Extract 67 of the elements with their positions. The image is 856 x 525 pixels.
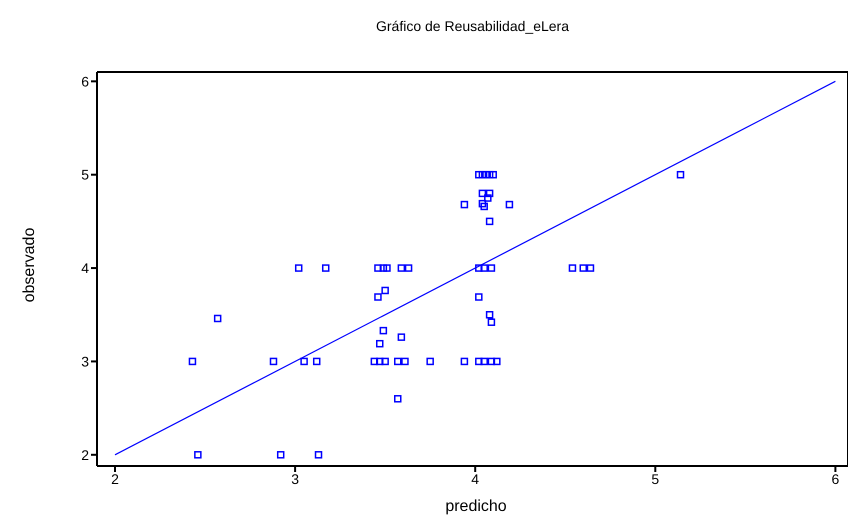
y-tick-label: 5 [81, 166, 90, 183]
point [374, 264, 382, 272]
y-tick-label: 2 [81, 446, 90, 463]
point [398, 264, 406, 272]
point [314, 451, 322, 459]
point [478, 200, 486, 208]
point [376, 358, 384, 366]
point [486, 170, 494, 178]
point [580, 264, 588, 272]
x-axis-title: predicho [444, 498, 508, 516]
x-tick-label: 4 [471, 470, 480, 487]
point [460, 358, 468, 366]
point [380, 326, 388, 334]
point [480, 264, 488, 272]
point [493, 358, 501, 366]
point [478, 170, 486, 178]
point [374, 293, 382, 301]
point [486, 311, 494, 318]
point [383, 264, 391, 272]
point [404, 264, 412, 272]
point [270, 358, 278, 366]
point [294, 264, 302, 272]
point [300, 358, 308, 366]
point [475, 170, 483, 178]
point [322, 264, 330, 272]
point [460, 200, 468, 208]
point [394, 358, 402, 366]
point [484, 194, 492, 202]
point [488, 358, 496, 366]
point [480, 202, 488, 210]
point [380, 264, 388, 272]
x-tick-label: 2 [111, 470, 120, 487]
point [488, 318, 496, 326]
x-tick-label: 5 [651, 470, 660, 487]
point [480, 358, 488, 366]
point [370, 358, 378, 366]
x-tick-label: 3 [291, 470, 300, 487]
point [506, 200, 514, 208]
point [426, 358, 434, 366]
point [188, 358, 196, 366]
point [376, 340, 384, 348]
point [214, 314, 222, 322]
point [475, 264, 483, 272]
point [676, 170, 684, 178]
point [489, 170, 497, 178]
point [475, 293, 483, 301]
point [488, 264, 496, 272]
point [401, 358, 409, 366]
y-tick-label: 4 [81, 260, 90, 276]
x-tick-label: 6 [831, 470, 840, 487]
point [486, 190, 494, 198]
point [568, 264, 576, 272]
point [478, 190, 486, 198]
point [398, 333, 406, 341]
y-tick-label: 6 [81, 73, 90, 90]
point [394, 395, 402, 403]
point [486, 218, 494, 226]
point [586, 264, 594, 272]
point [381, 286, 389, 294]
point [276, 451, 284, 459]
point [475, 358, 483, 366]
point [194, 451, 202, 459]
y-axis-title: observado [21, 228, 39, 302]
y-tick-label: 3 [81, 353, 90, 370]
point [381, 358, 389, 366]
chart-title: Gráfico de Reusabilidad_eLera [374, 18, 570, 34]
point [312, 358, 320, 366]
